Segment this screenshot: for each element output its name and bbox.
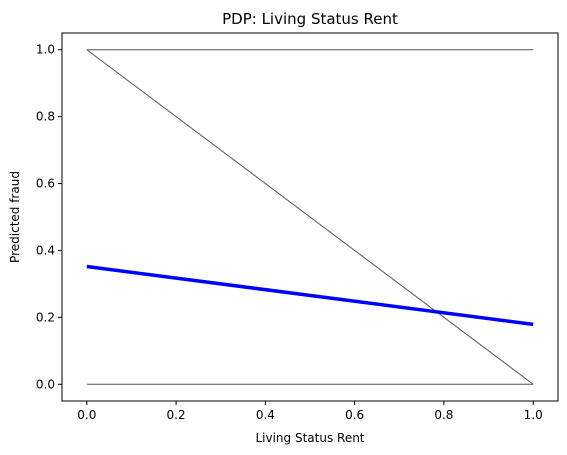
x-tick-label: 1.0: [524, 408, 543, 422]
x-axis-label: Living Status Rent: [255, 431, 364, 445]
plot-area-frame: [61, 32, 559, 402]
x-axis-ticks: 0.0 0.2 0.4 0.6 0.8 1.0: [77, 401, 543, 422]
y-axis-label: Predicted fraud: [8, 171, 22, 263]
ice-line: [86, 49, 534, 385]
x-tick-label: 0.8: [434, 408, 453, 422]
average-pdp-line: [86, 264, 534, 327]
y-tick-label: 0.6: [36, 177, 55, 191]
y-tick-label: 0.2: [36, 310, 55, 324]
series-group: [86, 49, 534, 385]
x-tick-label: 0.2: [167, 408, 186, 422]
y-tick-label: 0.0: [36, 377, 55, 391]
x-tick-label: 0.4: [256, 408, 275, 422]
x-tick-label: 0.6: [345, 408, 364, 422]
y-tick-label: 1.0: [36, 43, 55, 57]
chart-title: PDP: Living Status Rent: [222, 10, 398, 28]
x-tick-label: 0.0: [77, 408, 96, 422]
y-axis-ticks: 0.0 0.2 0.4 0.6 0.8 1.0: [36, 43, 62, 391]
y-tick-label: 0.4: [36, 243, 55, 257]
y-tick-label: 0.8: [36, 110, 55, 124]
